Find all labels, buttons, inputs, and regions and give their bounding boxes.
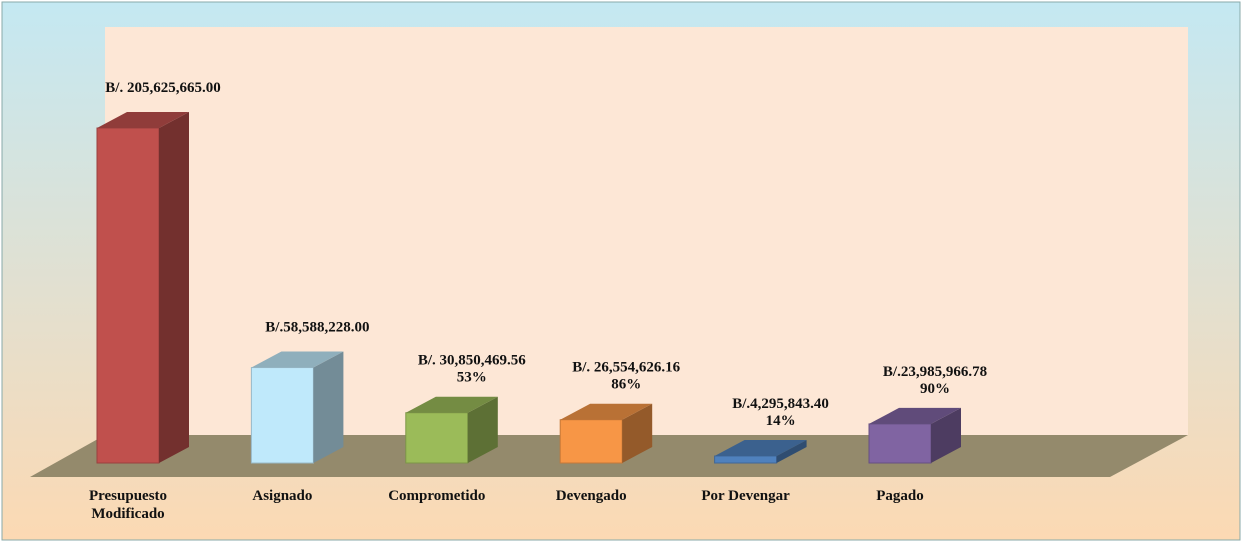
- bar: [405, 412, 469, 464]
- bar-side: [467, 396, 498, 463]
- value-label: B/. 30,850,469.56: [418, 353, 526, 369]
- category-label: Pagado: [876, 488, 924, 504]
- percent-label: 53%: [457, 370, 487, 386]
- percent-label: 14%: [766, 413, 796, 429]
- value-label: B/.23,985,966.78: [883, 364, 987, 380]
- value-label: B/. 205,625,665.00: [105, 80, 220, 96]
- percent-label: 90%: [920, 381, 950, 397]
- bar-side: [776, 440, 807, 463]
- category-label: Presupuesto Modificado: [88, 488, 168, 522]
- bar-side: [931, 407, 961, 463]
- bar-top: [714, 440, 807, 457]
- category-label: Devengado: [555, 488, 627, 504]
- bar-top: [869, 407, 961, 424]
- bar-side: [159, 112, 189, 463]
- bar-top: [405, 396, 498, 413]
- bar: [96, 127, 160, 464]
- bar: [714, 455, 778, 464]
- bar-top: [560, 403, 653, 420]
- value-label: B/. 26,554,626.16: [572, 360, 680, 376]
- bar: [250, 367, 314, 464]
- category-label: Asignado: [252, 488, 313, 504]
- bar: [559, 419, 623, 464]
- category-label: Por Devengar: [701, 488, 790, 504]
- bar-side: [313, 351, 344, 463]
- bar-top: [97, 112, 189, 128]
- value-label: B/.4,295,843.40: [732, 396, 829, 412]
- bar: [868, 423, 932, 464]
- category-label: Comprometido: [388, 488, 486, 504]
- percent-label: 86%: [611, 377, 641, 393]
- bar-top: [251, 351, 344, 368]
- bar-side: [622, 403, 653, 463]
- value-label: B/.58,588,228.00: [265, 320, 369, 336]
